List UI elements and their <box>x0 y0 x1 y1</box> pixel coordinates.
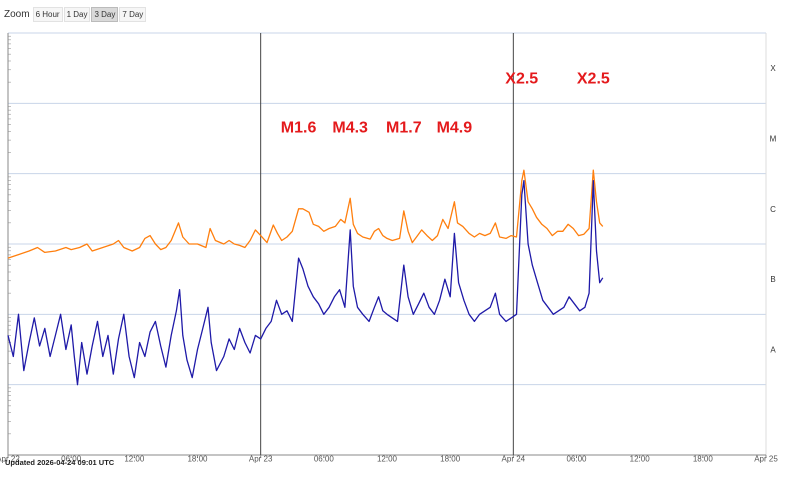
short-wavelength-series <box>7 180 604 386</box>
flare-label: X2.5 <box>505 70 538 87</box>
long-wavelength-series <box>7 169 604 259</box>
x-tick-label: 12:00 <box>124 455 145 464</box>
x-tick-label: 12:00 <box>630 455 651 464</box>
zoom-1-day-button[interactable]: 1 Day <box>63 6 91 22</box>
x-tick-label: 06:00 <box>61 455 82 464</box>
class-label-m: M <box>770 135 777 144</box>
x-tick-label: Apr 23 <box>249 455 273 464</box>
zoom-label: Zoom <box>4 8 30 20</box>
zoom-6-hour-button[interactable]: 6 Hour <box>32 6 63 22</box>
class-label-a: A <box>770 346 776 355</box>
x-tick-label: Apr 24 <box>502 455 526 464</box>
flare-label: X2.5 <box>577 70 610 87</box>
zoom-7-day-button[interactable]: 7 Day <box>119 6 147 22</box>
x-tick-label: Apr 25 <box>754 455 778 464</box>
x-tick-label: 18:00 <box>440 455 461 464</box>
flare-label: M4.3 <box>332 120 368 137</box>
class-label-x: X <box>770 64 776 73</box>
class-label-b: B <box>770 275 775 284</box>
flare-label: M4.9 <box>437 120 473 137</box>
x-tick-label: 18:00 <box>187 455 208 464</box>
x-tick-label: 06:00 <box>314 455 335 464</box>
x-tick-label: Apr 22 <box>0 455 20 464</box>
flare-label: M1.7 <box>386 120 422 137</box>
zoom-bar: Zoom 6 Hour 1 Day 3 Day 7 Day <box>4 6 147 22</box>
class-label-c: C <box>770 205 776 214</box>
zoom-3-day-button[interactable]: 3 Day <box>91 6 119 22</box>
x-tick-label: 12:00 <box>377 455 398 464</box>
x-tick-label: 06:00 <box>566 455 587 464</box>
flare-label: M1.6 <box>281 120 317 137</box>
updated-timestamp: Updated 2026-04-24 09:01 UTC <box>5 458 115 467</box>
x-tick-label: 18:00 <box>693 455 714 464</box>
